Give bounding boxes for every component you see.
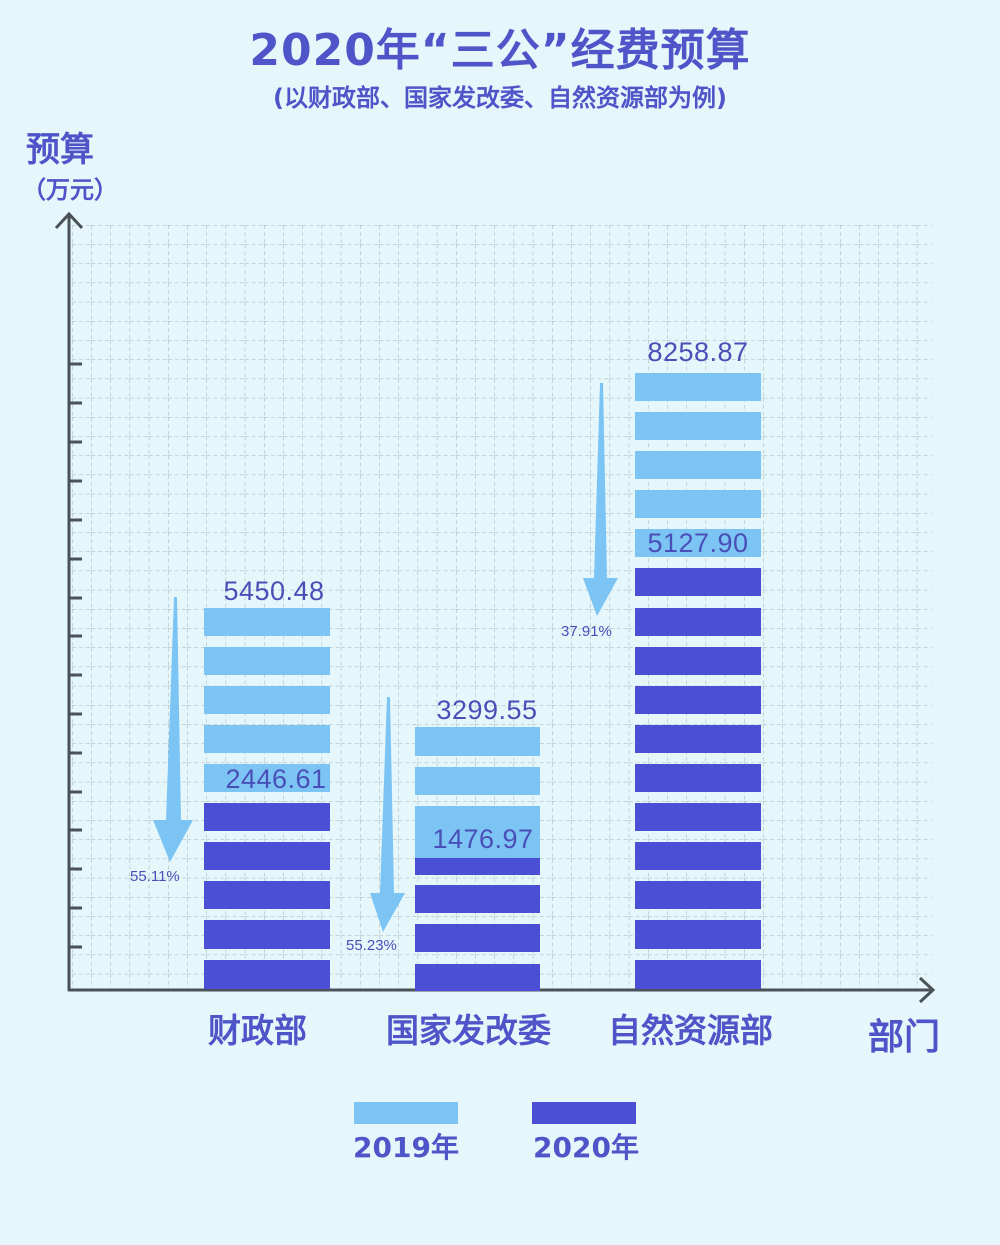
x-axis-label: 部门 [868, 1017, 941, 1058]
bar-group-ziranziyuanbu [583, 373, 761, 989]
bar-group-caizhengbu [153, 597, 330, 989]
decrease-arrow [153, 597, 193, 862]
legend-label-2019: 2019年 [353, 1131, 459, 1164]
bar-group-fagaiwei [370, 697, 540, 991]
bar-2020 [635, 568, 761, 989]
bar-2019 [415, 727, 540, 858]
value-2019-caizhengbu: 5450.48 [223, 576, 325, 606]
decrease-arrow [370, 697, 405, 932]
legend-swatch-2019 [354, 1102, 458, 1124]
bar-2019 [204, 608, 330, 792]
y-axis [54, 211, 84, 991]
category-label-caizhengbu: 财政部 [208, 1011, 307, 1050]
grid [72, 225, 932, 990]
value-2019-fagaiwei: 3299.55 [436, 695, 538, 725]
category-label-ziranziyuanbu: 自然资源部 [608, 1011, 773, 1050]
legend-label-2020: 2020年 [533, 1131, 639, 1164]
category-label-fagaiwei: 国家发改委 [386, 1011, 551, 1050]
value-2020-caizhengbu: 2446.61 [225, 764, 327, 794]
decrease-pct-ziranziyuanbu: 37.91% [561, 623, 612, 640]
bar-2019 [635, 373, 761, 557]
bar-2020 [415, 858, 540, 991]
y-axis-label: 预算 [26, 130, 94, 170]
decrease-arrow [583, 383, 618, 616]
legend-swatch-2020 [532, 1102, 636, 1124]
decrease-pct-caizhengbu: 55.11% [130, 868, 180, 885]
bar-2020 [204, 803, 330, 989]
chart-subtitle: (以财政部、国家发改委、自然资源部为例) [273, 84, 727, 112]
value-2020-fagaiwei: 1476.97 [432, 824, 534, 854]
y-axis-ticks [69, 362, 82, 949]
value-2019-ziranziyuanbu: 8258.87 [647, 337, 749, 367]
value-2020-ziranziyuanbu: 5127.90 [647, 528, 749, 558]
y-axis-unit: （万元） [22, 176, 118, 204]
decrease-pct-fagaiwei: 55.23% [346, 937, 397, 954]
chart-title: 2020年“三公”经费预算 [249, 25, 751, 76]
